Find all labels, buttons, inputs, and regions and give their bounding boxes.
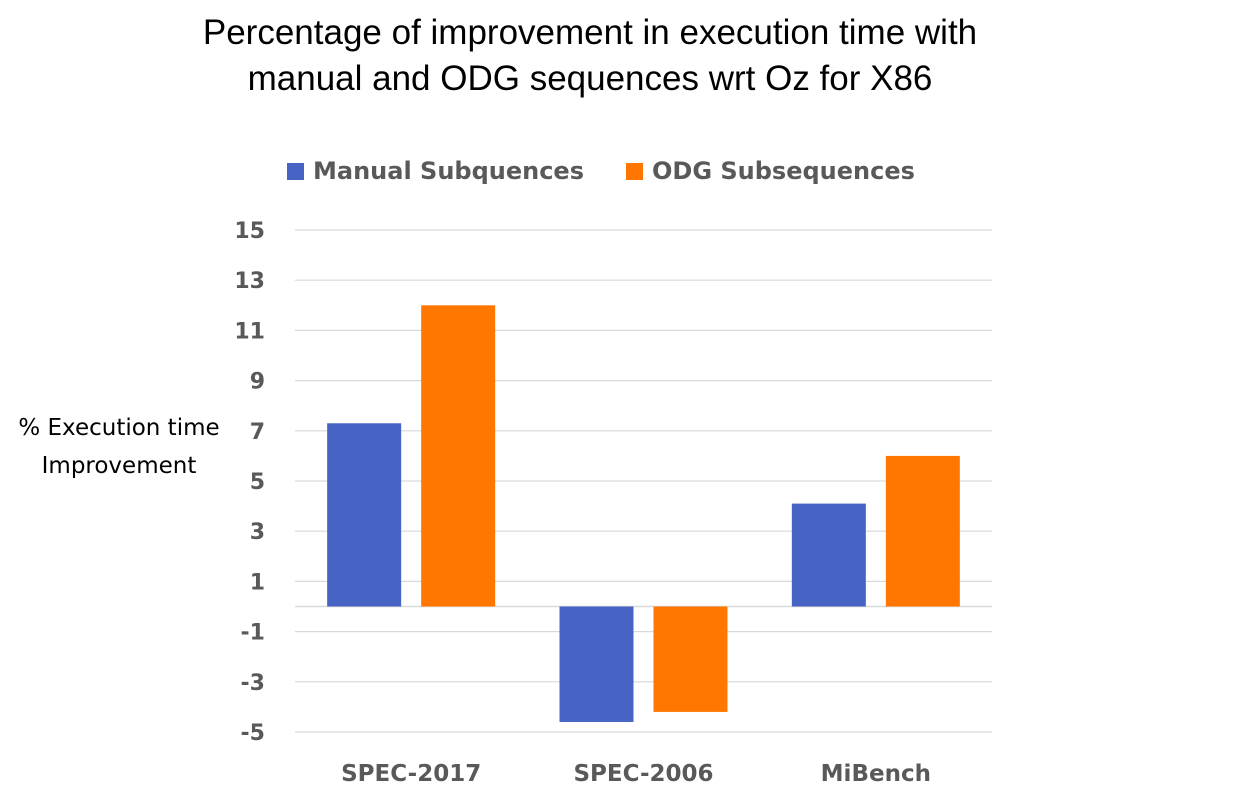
y-tick-label: 5 <box>250 470 265 495</box>
chart-title-line-1: Percentage of improvement in execution t… <box>202 13 978 52</box>
bar-manual-spec-2006 <box>559 606 634 722</box>
y-tick-label: 1 <box>250 570 265 595</box>
y-tick-label: 7 <box>250 420 265 445</box>
bar-odg-spec-2006 <box>653 606 728 712</box>
legend-item-manual: Manual Subquences <box>287 157 584 185</box>
y-tick-label: 13 <box>234 269 265 294</box>
x-tick-label: MiBench <box>821 761 931 787</box>
chart-title-line-2: manual and ODG sequences wrt Oz for X86 <box>247 59 933 98</box>
legend-swatch-manual <box>287 162 304 180</box>
legend-label-manual: Manual Subquences <box>313 157 584 185</box>
y-axis-label-line-2: Improvement <box>41 453 197 479</box>
bar-manual-spec-2017 <box>327 423 402 607</box>
y-tick-label: 11 <box>234 319 265 344</box>
y-tick-label: -5 <box>241 721 265 746</box>
y-tick-label: 9 <box>250 370 265 395</box>
chart-legend: Manual Subquences ODG Subsequences <box>287 157 957 185</box>
chart-title: Percentage of improvement in execution t… <box>140 10 1040 102</box>
legend-swatch-odg <box>626 162 643 180</box>
y-tick-label: 15 <box>234 219 265 244</box>
y-tick-label: -1 <box>241 621 265 646</box>
legend-item-odg: ODG Subsequences <box>626 157 915 185</box>
bar-odg-mibench <box>885 455 960 607</box>
x-tick-label: SPEC-2017 <box>341 761 481 787</box>
bar-manual-mibench <box>791 503 866 607</box>
bar-odg-spec-2017 <box>421 305 496 607</box>
y-tick-label: -3 <box>241 671 265 696</box>
y-tick-label: 3 <box>250 520 265 545</box>
y-axis-label-line-1: % Execution time <box>18 415 220 441</box>
y-axis-label: % Execution time Improvement <box>0 409 238 485</box>
legend-label-odg: ODG Subsequences <box>652 157 915 185</box>
x-tick-label: SPEC-2006 <box>573 761 713 787</box>
